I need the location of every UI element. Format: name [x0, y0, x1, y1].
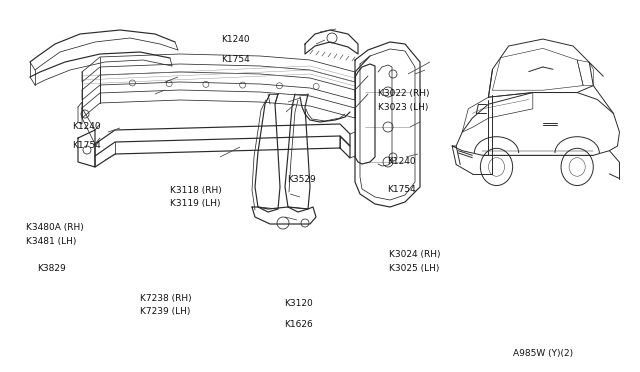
Text: K3119 (LH): K3119 (LH): [170, 199, 220, 208]
Text: K1240: K1240: [221, 35, 250, 44]
Text: K3529: K3529: [287, 175, 316, 184]
Text: K3480A (RH): K3480A (RH): [26, 223, 83, 232]
Text: K3481 (LH): K3481 (LH): [26, 237, 76, 246]
Text: K7239 (LH): K7239 (LH): [140, 307, 190, 316]
Text: K1626: K1626: [284, 320, 313, 329]
Text: K1240: K1240: [387, 157, 416, 166]
Text: K3120: K3120: [284, 299, 313, 308]
Text: K3829: K3829: [37, 264, 66, 273]
Text: K3025 (LH): K3025 (LH): [389, 264, 440, 273]
Text: K3023 (LH): K3023 (LH): [378, 103, 428, 112]
Text: K1240: K1240: [72, 122, 100, 131]
Text: K1754: K1754: [72, 141, 100, 150]
Text: K7238 (RH): K7238 (RH): [140, 294, 191, 303]
Text: K3024 (RH): K3024 (RH): [389, 250, 440, 259]
Text: A985W (Y)(2): A985W (Y)(2): [513, 349, 573, 358]
Text: K3118 (RH): K3118 (RH): [170, 186, 221, 195]
Text: K1754: K1754: [221, 55, 250, 64]
Text: K3022 (RH): K3022 (RH): [378, 89, 429, 98]
Text: K1754: K1754: [387, 185, 416, 194]
